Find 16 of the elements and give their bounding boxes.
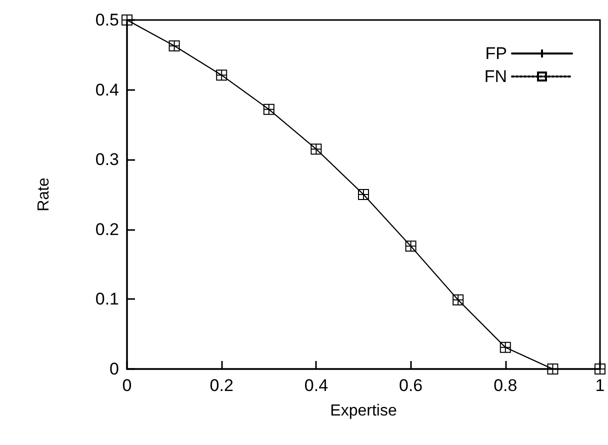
x-tick-label: 0 — [122, 376, 132, 395]
y-tick-label: 0.3 — [95, 150, 119, 170]
legend-label: FN — [484, 67, 507, 86]
y-tick-label: 0 — [110, 360, 119, 378]
x-tick-label: 0.8 — [494, 376, 518, 395]
y-tick-label: 0.1 — [95, 290, 119, 309]
x-axis-title: Expertise — [330, 402, 397, 420]
x-tick-label: 0.6 — [398, 376, 423, 395]
y-tick-label: 0.5 — [95, 10, 119, 30]
x-tick-label: 0.4 — [304, 376, 328, 395]
y-tick-label: 0.4 — [95, 80, 119, 100]
y-tick-label: 0.2 — [95, 220, 119, 239]
x-tick-label: 0.2 — [210, 376, 234, 395]
y-axis-title: Rate — [36, 178, 52, 212]
x-tick-label: 1 — [595, 376, 605, 395]
legend-label: FP — [485, 44, 507, 63]
